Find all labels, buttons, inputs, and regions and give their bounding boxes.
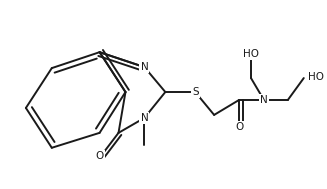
Text: HO: HO [308, 72, 324, 82]
Text: O: O [95, 151, 104, 161]
Text: S: S [192, 87, 198, 97]
Text: N: N [260, 95, 268, 105]
Text: O: O [235, 122, 243, 132]
Text: N: N [141, 62, 148, 72]
Text: N: N [141, 113, 148, 123]
Text: HO: HO [243, 49, 259, 59]
